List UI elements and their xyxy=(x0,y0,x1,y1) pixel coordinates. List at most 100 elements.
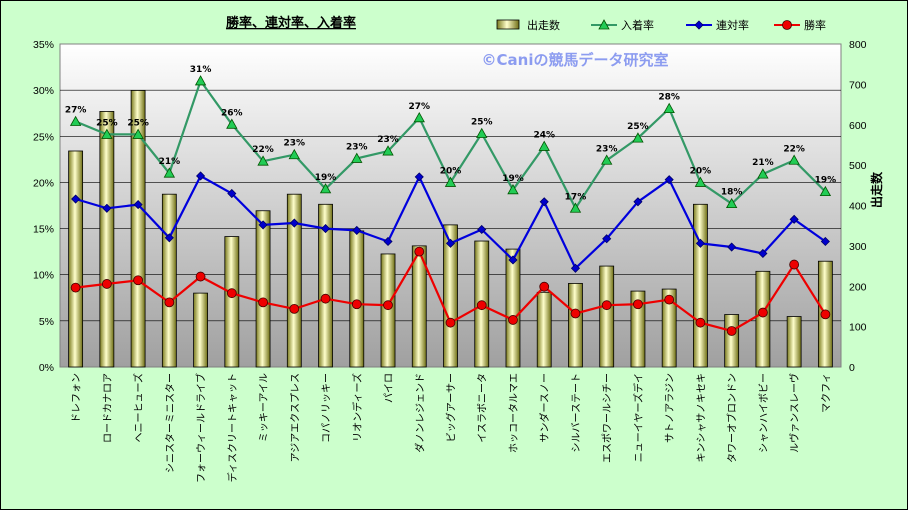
category-label: コパノリッキー xyxy=(321,373,333,443)
data-label: 26% xyxy=(221,108,243,118)
data-label: 23% xyxy=(346,142,368,152)
data-point xyxy=(758,307,768,318)
legend-label: 勝率 xyxy=(804,18,826,32)
data-point xyxy=(507,183,519,195)
data-label: 17% xyxy=(565,192,587,202)
data-point xyxy=(726,326,737,336)
data-label: 23% xyxy=(596,144,618,154)
bar xyxy=(130,90,146,368)
category-label: アジアエクスプレス xyxy=(289,373,301,462)
data-point xyxy=(226,288,237,299)
data-label: 25% xyxy=(627,122,649,132)
category-label: サンダースノー xyxy=(538,373,551,443)
data-point xyxy=(132,128,144,139)
data-point xyxy=(601,154,613,165)
data-point xyxy=(477,224,487,235)
legend-label: 入着率 xyxy=(621,18,654,32)
data-point xyxy=(539,197,549,207)
data-point xyxy=(101,128,113,139)
data-label: 31% xyxy=(190,65,212,75)
data-point xyxy=(227,188,237,199)
data-point xyxy=(789,259,800,270)
data-point xyxy=(820,309,831,320)
right-tick-label: 100 xyxy=(849,322,867,334)
watermark: ©Caniの競馬データ研究室 xyxy=(482,51,669,69)
data-point xyxy=(601,300,612,311)
data-point xyxy=(664,294,675,305)
data-point xyxy=(694,176,707,187)
category-label: シルバーステート xyxy=(570,373,582,453)
right-tick-label: 0 xyxy=(849,362,855,374)
data-point xyxy=(319,183,332,194)
data-point xyxy=(194,75,207,86)
data-point xyxy=(476,127,488,138)
data-label: 22% xyxy=(783,144,805,154)
category-label: パイロ xyxy=(383,373,395,403)
data-point xyxy=(788,154,800,165)
bar xyxy=(193,292,208,368)
data-point xyxy=(789,214,799,224)
data-point xyxy=(352,225,362,235)
category-label: ダノンレジェンド xyxy=(413,373,426,453)
legend-marker xyxy=(598,19,610,30)
bar xyxy=(99,111,115,368)
right-tick-label: 500 xyxy=(849,160,867,172)
data-point xyxy=(476,300,487,311)
data-point xyxy=(133,275,144,286)
data-point xyxy=(819,185,832,197)
data-point xyxy=(633,299,643,310)
data-point xyxy=(602,234,612,244)
category-label: リオンディーズ xyxy=(351,373,364,442)
data-label: 19% xyxy=(815,176,837,186)
bar xyxy=(661,288,677,368)
data-label: 20% xyxy=(440,166,462,176)
data-label: 27% xyxy=(65,106,87,116)
data-point xyxy=(163,167,176,178)
legend-marker xyxy=(782,20,792,30)
data-point xyxy=(289,218,299,228)
bar xyxy=(161,193,177,368)
data-point xyxy=(508,255,518,265)
data-point xyxy=(570,308,581,319)
data-point xyxy=(102,203,112,213)
bar xyxy=(786,316,802,368)
data-point xyxy=(632,132,644,143)
right-tick-label: 600 xyxy=(849,120,867,132)
category-label: サトノアラジン xyxy=(664,373,676,443)
data-label: 25% xyxy=(127,118,149,128)
bar xyxy=(411,245,427,368)
bar xyxy=(755,270,771,368)
right-tick-label: 200 xyxy=(849,281,867,293)
right-tick-label: 400 xyxy=(849,201,867,213)
category-label: キンシャサノキセキ xyxy=(695,373,707,463)
data-point xyxy=(414,172,424,182)
data-point xyxy=(195,271,206,282)
data-label: 23% xyxy=(284,139,306,149)
bar xyxy=(443,224,458,368)
data-point xyxy=(383,236,393,247)
data-point xyxy=(288,148,300,160)
category-label: ヘニーヒューズ xyxy=(132,373,145,443)
legend-label: 連対率 xyxy=(716,18,749,32)
bar xyxy=(505,248,521,368)
category-label: ビッグアーサー xyxy=(445,373,458,442)
left-tick-label: 35% xyxy=(33,39,54,51)
category-label: ホッコータルマエ xyxy=(508,373,520,453)
data-point xyxy=(508,315,518,325)
data-label: 18% xyxy=(721,188,743,198)
data-label: 19% xyxy=(315,173,337,183)
bar xyxy=(724,314,740,368)
category-label: フォーウィールドライブ xyxy=(195,373,208,483)
data-point xyxy=(570,263,581,273)
data-point xyxy=(538,140,550,151)
data-point xyxy=(757,168,769,179)
data-point xyxy=(70,282,81,293)
data-point xyxy=(444,176,457,187)
category-label: ディスクリートキャット xyxy=(226,373,239,482)
category-label: イスラボニータ xyxy=(477,373,489,443)
data-label: 28% xyxy=(658,93,680,103)
data-label: 21% xyxy=(752,158,774,168)
category-label: シニスターミニスター xyxy=(164,373,176,473)
